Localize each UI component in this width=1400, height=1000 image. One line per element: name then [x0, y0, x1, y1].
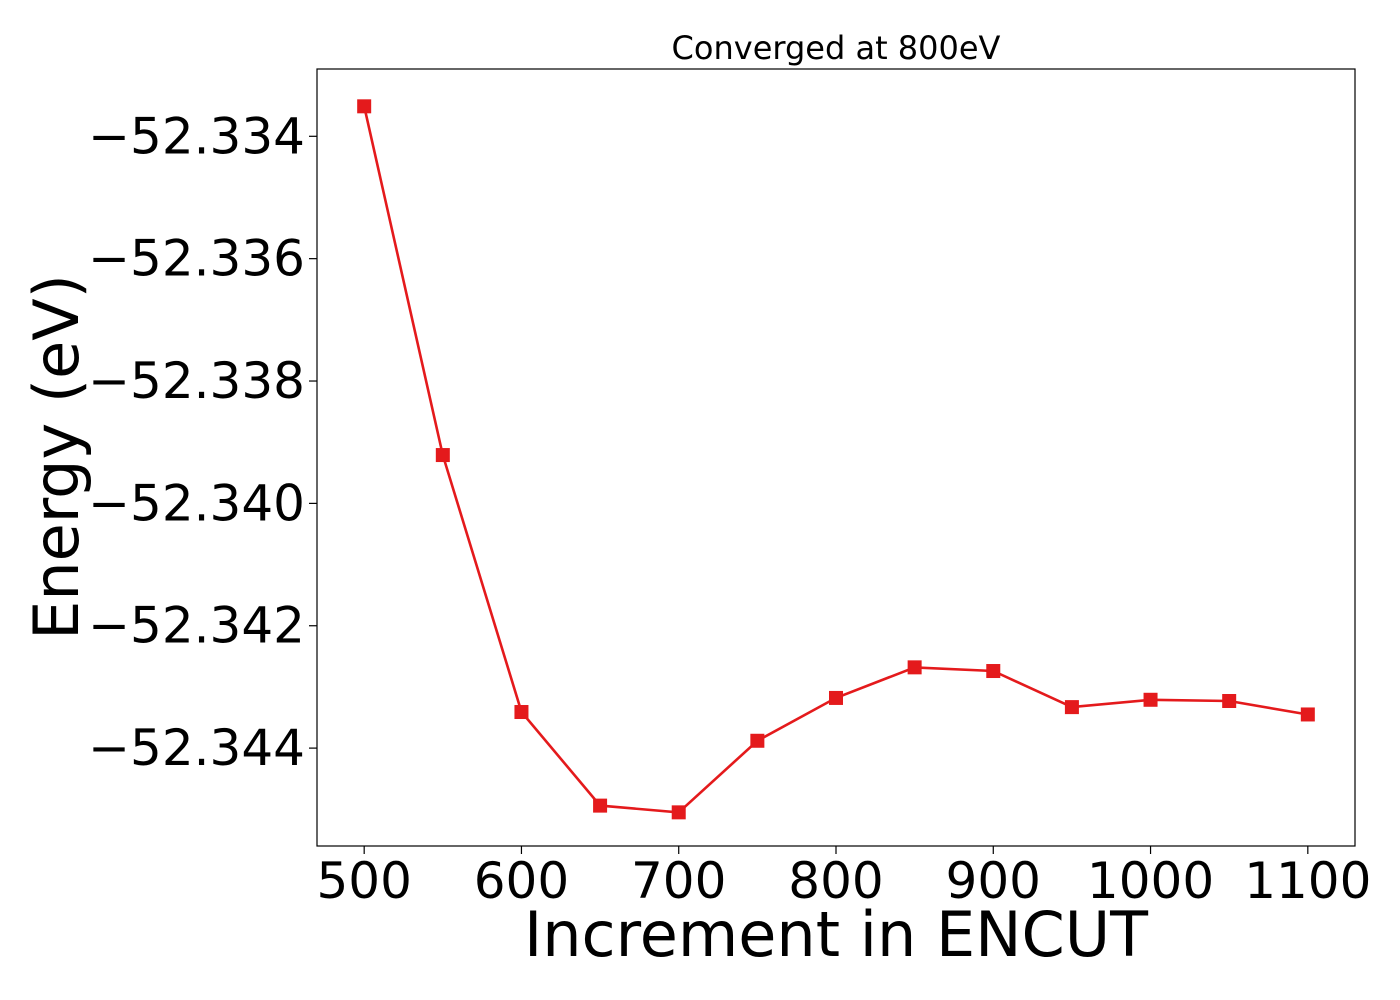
x-tick-label: 900: [946, 852, 1041, 910]
x-tick-label: 1000: [1087, 852, 1214, 910]
data-point: [1064, 700, 1079, 715]
x-tick-label: 1100: [1244, 852, 1371, 910]
x-tick-label: 600: [474, 852, 569, 910]
series-group: [357, 99, 1315, 820]
y-axis-ticks: −52.334 −52.336 −52.338 −52.340 −52.342 −52.3…: [88, 107, 317, 777]
data-point: [829, 690, 843, 705]
chart-title: Converged at 800eV: [672, 29, 1001, 67]
y-axis-label: Energy (eV): [20, 274, 93, 640]
data-point: [1143, 692, 1158, 707]
y-tick-label: −52.334: [88, 107, 305, 165]
y-tick-label: −52.336: [88, 230, 305, 288]
data-point: [593, 798, 608, 813]
data-point: [986, 664, 1001, 679]
x-axis-ticks: 500 600 700 800 900 1000 1100: [316, 846, 1371, 910]
data-point: [514, 705, 529, 720]
data-point: [671, 805, 686, 820]
data-point: [1222, 694, 1237, 709]
data-point: [357, 99, 372, 114]
data-point: [907, 660, 922, 675]
y-tick-label: −52.340: [88, 474, 305, 532]
x-axis-label: Increment in ENCUT: [524, 898, 1149, 971]
x-tick-label: 800: [788, 852, 883, 910]
plot-area: [316, 68, 1356, 847]
y-tick-label: −52.344: [88, 719, 305, 777]
data-point: [750, 733, 765, 748]
data-point: [435, 448, 450, 463]
data-point: [1300, 707, 1315, 722]
x-tick-label: 500: [316, 852, 411, 910]
y-tick-label: −52.338: [88, 352, 305, 410]
x-tick-label: 700: [631, 852, 726, 910]
y-tick-label: −52.342: [88, 597, 305, 655]
